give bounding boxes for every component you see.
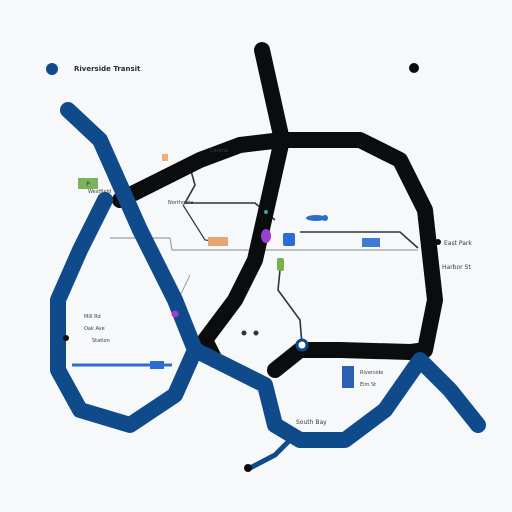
label-mid3: Station [92, 338, 110, 344]
blue-pill-dot[interactable] [322, 215, 328, 221]
station-dot-center1[interactable] [241, 330, 247, 336]
terminal-dot-south[interactable] [244, 464, 252, 472]
blue-badge-c[interactable] [342, 366, 354, 388]
terminal-dot-nw[interactable] [46, 63, 58, 75]
blue-badge-b[interactable] [362, 238, 380, 247]
station-dot-ne2[interactable] [435, 239, 441, 245]
label-left2: Elm St [360, 382, 376, 388]
label-north: Northgate [168, 200, 193, 206]
label-east: East Park [444, 240, 472, 247]
station-dot-center2[interactable] [253, 330, 259, 336]
label-west: Westfield [88, 189, 111, 195]
connector-south [277, 269, 303, 346]
label-mid1: Mill Rd [84, 314, 101, 320]
label-central: Central [210, 148, 228, 154]
orange-badge[interactable] [208, 237, 228, 246]
purple-dot-small[interactable] [171, 310, 179, 318]
terminal-dot-ne[interactable] [409, 63, 419, 73]
blue-pill[interactable] [306, 215, 326, 221]
teal-dot[interactable] [264, 210, 268, 214]
label-mid2: Oak Ave [84, 326, 105, 332]
label-east2: Harbor St [442, 264, 471, 271]
connector-center [182, 204, 221, 243]
green-dot[interactable] [277, 258, 284, 271]
black-line [112, 42, 443, 378]
blue-tail [247, 437, 293, 471]
blue-line [50, 102, 486, 448]
green-badge[interactable] [78, 178, 98, 189]
label-south: South Bay [296, 419, 327, 426]
blue-badge-a[interactable] [283, 233, 295, 246]
green-badge-text: P [86, 181, 90, 188]
station-ring-south[interactable] [295, 338, 309, 352]
orange-small[interactable] [162, 154, 168, 161]
connector-east [300, 231, 419, 249]
station-dot-east[interactable] [433, 264, 439, 270]
blue-small-rect[interactable] [150, 361, 164, 369]
label-left1: Riverside [360, 370, 383, 376]
map-title: Riverside Transit [74, 65, 141, 73]
station-dot-left[interactable] [63, 335, 69, 341]
purple-badge[interactable] [261, 229, 271, 243]
